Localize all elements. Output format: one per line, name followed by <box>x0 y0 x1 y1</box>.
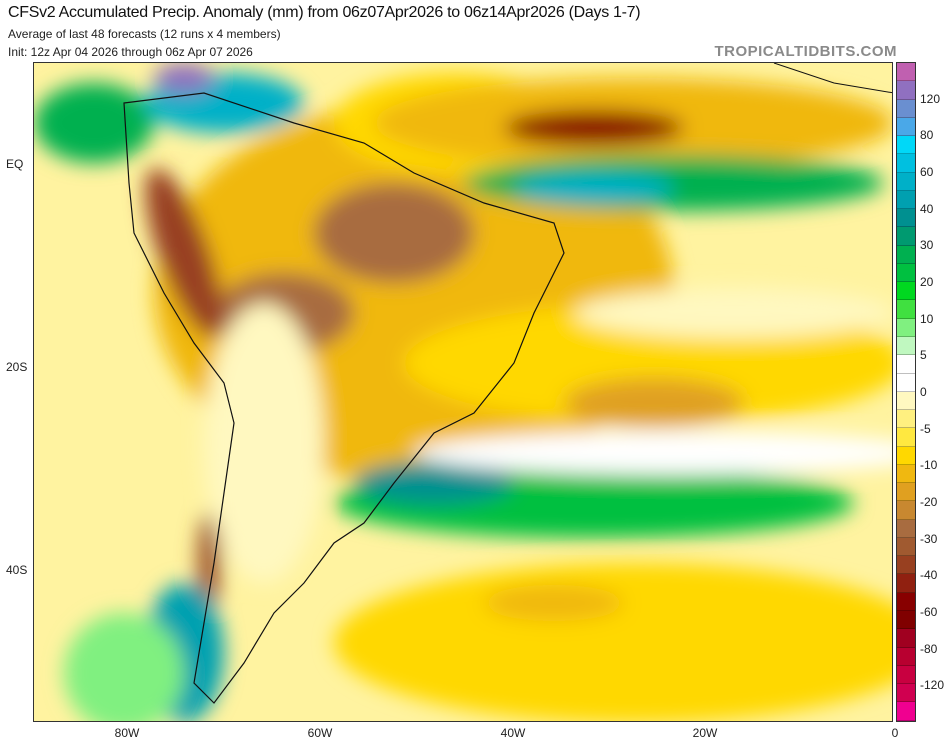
colorbar-swatch <box>897 117 915 137</box>
lon-label-40w: 40W <box>500 726 526 740</box>
precip-anomaly-map[interactable] <box>33 62 893 722</box>
colorbar-swatch <box>897 263 915 283</box>
lon-label-60w: 60W <box>307 726 333 740</box>
colorbar-label: -30 <box>920 531 938 546</box>
colorbar-swatch <box>897 245 915 264</box>
colorbar-label: 120 <box>920 91 941 106</box>
colorbar-label: -120 <box>920 678 945 693</box>
colorbar-swatch <box>897 556 915 575</box>
colorbar-label: 0 <box>920 385 927 399</box>
colorbar-swatch <box>897 136 915 155</box>
colorbar-swatch <box>897 63 915 82</box>
lat-label-40s: 40S <box>6 563 28 577</box>
coastline <box>123 92 565 704</box>
colorbar-swatch <box>897 282 915 301</box>
colorbar-swatch <box>897 702 915 721</box>
map-title: CFSv2 Accumulated Precip. Anomaly (mm) f… <box>8 4 641 21</box>
colorbar-swatch <box>897 446 915 465</box>
colorbar-label: 80 <box>920 128 934 143</box>
colorbar-swatch <box>897 410 915 429</box>
colorbar-swatch <box>897 154 915 173</box>
colorbar <box>896 62 916 722</box>
colorbar-swatch <box>897 464 915 484</box>
colorbar-label: -20 <box>920 495 938 509</box>
colorbar-label: -5 <box>920 421 931 436</box>
colorbar-swatch <box>897 519 915 538</box>
colorbar-label: 40 <box>920 201 934 216</box>
colorbar-swatch <box>897 574 915 593</box>
colorbar-swatch <box>897 483 915 502</box>
colorbar-swatch <box>897 592 915 611</box>
colorbar-swatch <box>897 391 915 411</box>
colorbar-swatch <box>897 336 915 356</box>
colorbar-label: 30 <box>920 238 934 253</box>
colorbar-swatch <box>897 227 915 246</box>
colorbar-swatch <box>897 501 915 520</box>
colorbar-swatch <box>897 665 915 685</box>
colorbar-swatch <box>897 99 915 118</box>
colorbar-label: 60 <box>920 165 934 179</box>
colorbar-swatch <box>897 318 915 337</box>
colorbar-label: 20 <box>920 275 934 289</box>
colorbar-swatch <box>897 629 915 648</box>
map-canvas <box>34 63 892 721</box>
colorbar-swatch <box>897 81 915 100</box>
colorbar-label: -60 <box>920 605 938 619</box>
colorbar-swatch <box>897 373 915 392</box>
lat-label-eq: EQ <box>6 157 24 171</box>
colorbar-swatch <box>897 610 915 630</box>
map-subtitle: Average of last 48 forecasts (12 runs x … <box>8 27 281 41</box>
colorbar-swatch <box>897 647 915 666</box>
brand-watermark: TROPICALTIDBITS.COM <box>714 43 897 60</box>
lat-label-20s: 20S <box>6 360 28 374</box>
colorbar-swatch <box>897 355 915 374</box>
lon-label-20w: 20W <box>692 726 718 740</box>
colorbar-label: 10 <box>920 311 934 326</box>
colorbar-label: 5 <box>920 348 927 363</box>
colorbar-swatch <box>897 190 915 210</box>
colorbar-swatch <box>897 428 915 447</box>
lon-label-80w: 80W <box>114 726 140 740</box>
colorbar-label: -80 <box>920 641 938 656</box>
lon-label-0: 0 <box>891 726 899 740</box>
colorbar-label: -10 <box>920 458 938 473</box>
colorbar-label: -40 <box>920 568 938 583</box>
africa-coastline <box>773 63 892 94</box>
colorbar-swatch <box>897 684 915 703</box>
colorbar-swatch <box>897 209 915 228</box>
colorbar-swatch <box>897 537 915 557</box>
colorbar-swatch <box>897 300 915 319</box>
colorbar-swatch <box>897 172 915 191</box>
init-text: Init: 12z Apr 04 2026 through 06z Apr 07… <box>8 45 253 59</box>
